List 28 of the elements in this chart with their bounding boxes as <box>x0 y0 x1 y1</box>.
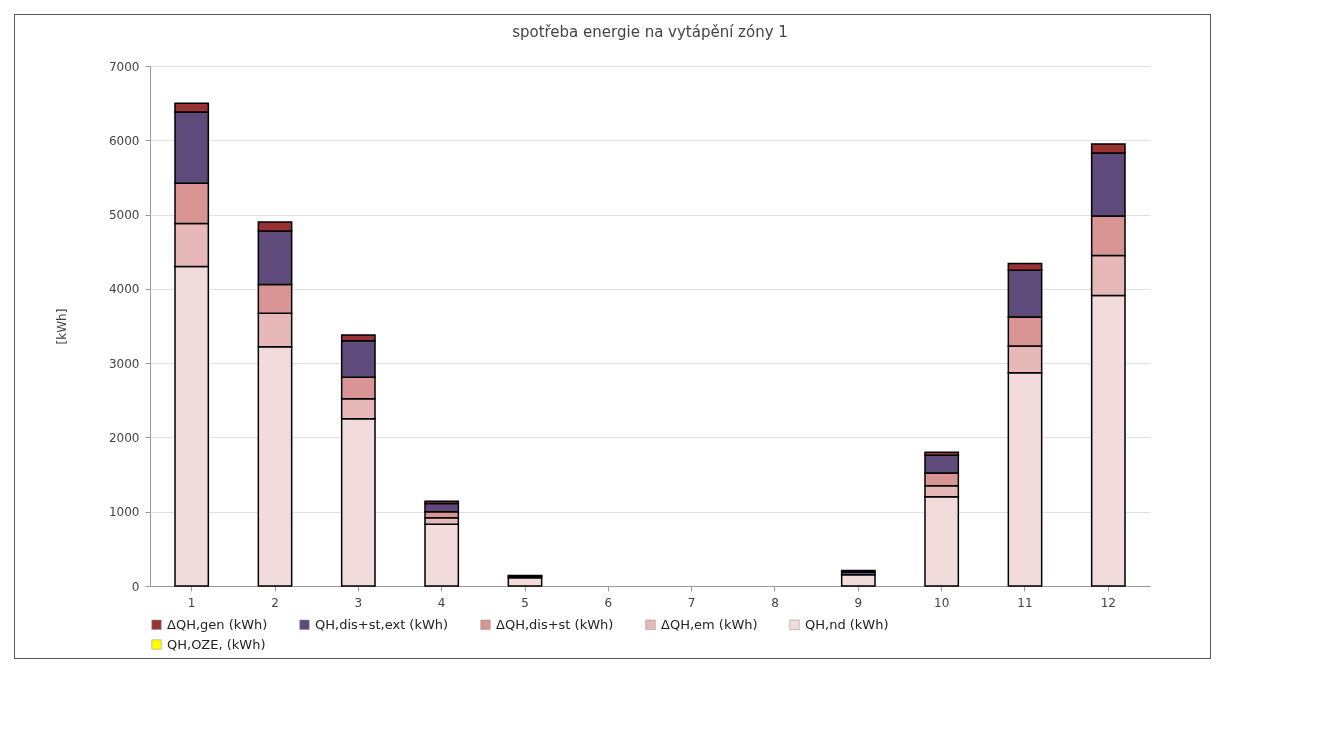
x-tick-label: 1 <box>187 595 196 610</box>
x-tick-label: 8 <box>771 595 779 610</box>
y-tick-label: 1000 <box>108 505 140 520</box>
y-tick-label: 2000 <box>108 430 140 445</box>
y-tick-label: 5000 <box>108 208 140 223</box>
x-tick-label: 5 <box>521 595 529 610</box>
x-tick-label: 2 <box>271 595 279 610</box>
x-tick-label: 10 <box>934 595 950 610</box>
x-tick-label: 11 <box>1017 595 1033 610</box>
y-tick-label: 4000 <box>108 282 140 297</box>
y-tick-label: 3000 <box>108 356 140 371</box>
x-tick-label: 6 <box>604 595 613 610</box>
legend-label: QH,nd (kWh) <box>805 616 889 632</box>
legend-label: QH,OZE, (kWh) <box>167 636 266 652</box>
y-axis-title: [kWh] <box>54 308 69 345</box>
x-tick-label: 7 <box>687 595 696 610</box>
legend-label: ΔQH,dis+st (kWh) <box>496 616 614 632</box>
legend-label: ΔQH,gen (kWh) <box>167 616 268 632</box>
x-tick-label: 12 <box>1100 595 1116 610</box>
x-tick-label: 3 <box>354 595 363 610</box>
y-tick-label: 6000 <box>108 133 140 148</box>
legend-label: ΔQH,em (kWh) <box>661 616 758 632</box>
y-tick-label: 0 <box>131 579 140 594</box>
x-tick-label: 4 <box>437 595 446 610</box>
legend-label: QH,dis+st,ext (kWh) <box>315 616 449 632</box>
x-tick-label: 9 <box>854 595 863 610</box>
chart-title: spotřeba energie na vytápění zóny 1 <box>512 23 788 41</box>
y-tick-label: 7000 <box>108 59 140 74</box>
